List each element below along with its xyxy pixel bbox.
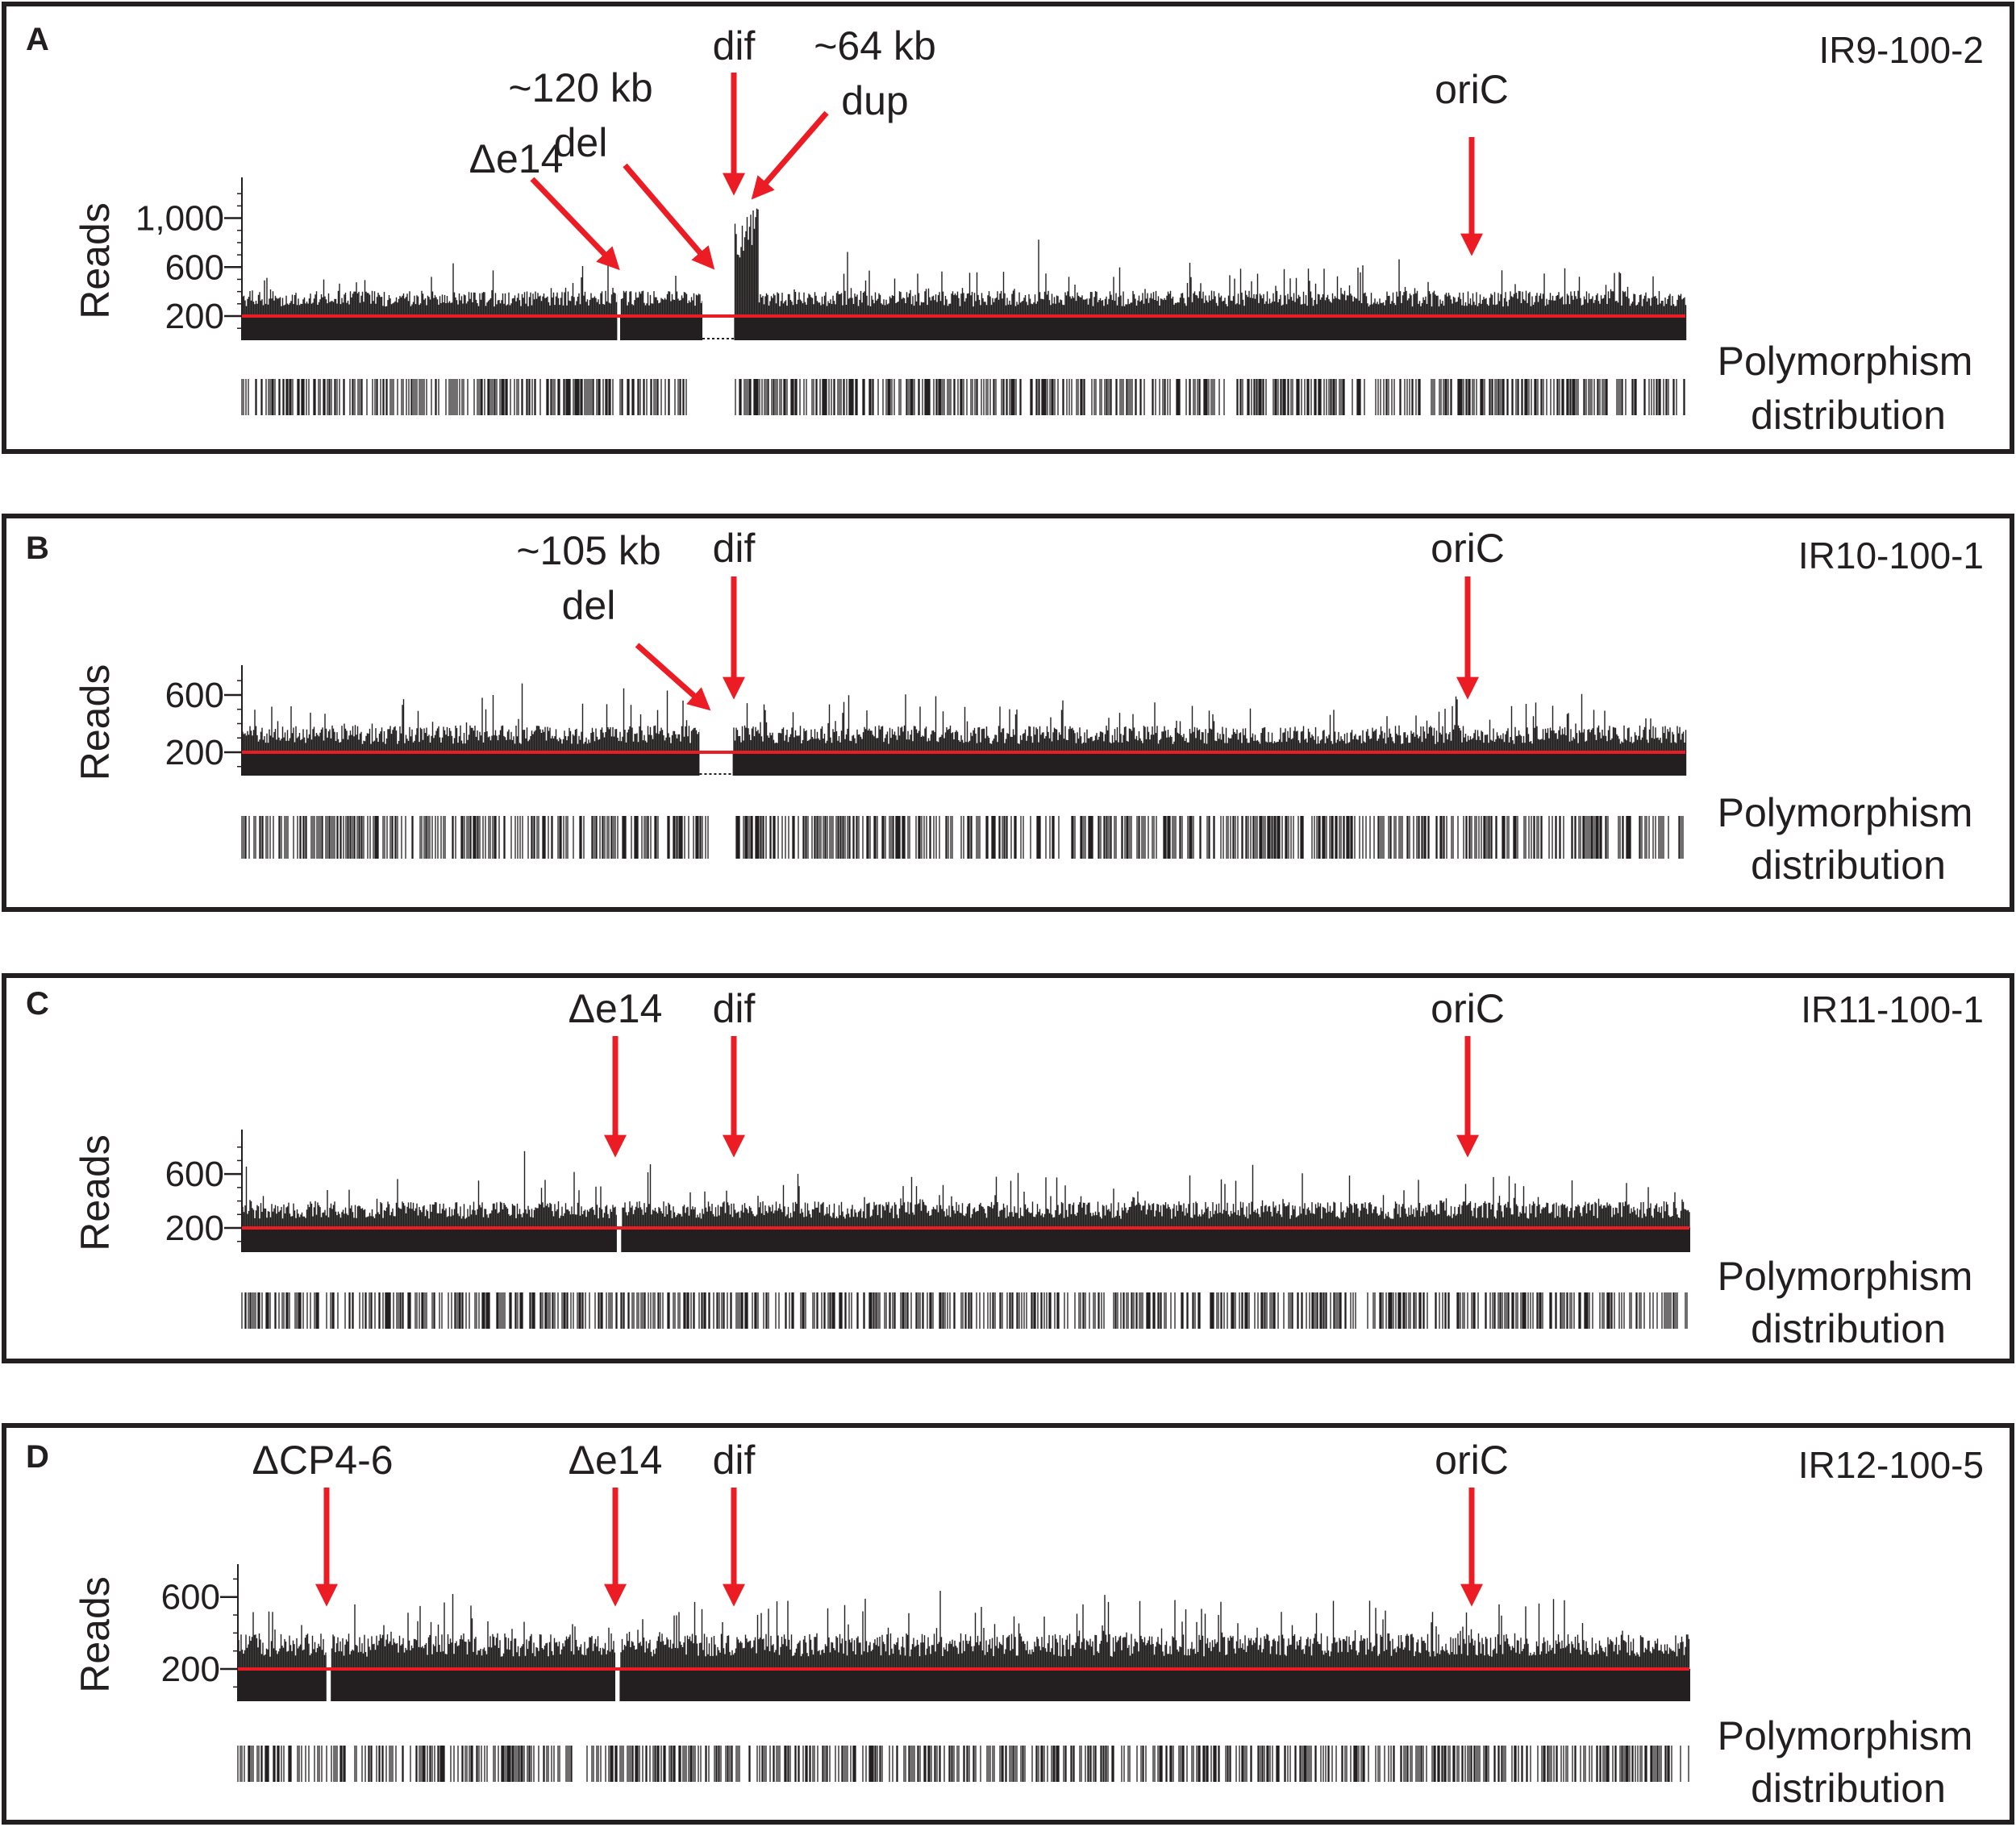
coverage-bars [242, 661, 1687, 776]
annotation-label: ~64 kb [814, 23, 936, 69]
polymorphism-track [241, 816, 1684, 859]
sample-id: IR12-100-5 [1798, 1444, 1984, 1486]
panel-letter: C [26, 986, 49, 1022]
polymorphism-track [241, 1292, 1688, 1329]
polymorphism-track [241, 379, 1685, 415]
polymorphism-label-line1: Polymorphism [1718, 1713, 1973, 1758]
panel-a: A IR9-100-2 200 600 1,000 Reads Polymorphism di… [2, 2, 2014, 454]
annotation-arrow: oriC [1431, 526, 1505, 700]
annotation-label: ~120 kb [508, 65, 652, 110]
y-tick-label: 600 [165, 1155, 224, 1194]
annotation-label: Δe14 [469, 136, 564, 181]
polymorphism-track [237, 1746, 1689, 1782]
polymorphism-label-line1: Polymorphism [1718, 790, 1973, 835]
polymorphism-label-line2: distribution [1751, 1766, 1946, 1811]
coverage-band [243, 752, 1686, 776]
annotation-label: ΔCP4-6 [252, 1438, 393, 1483]
y-axis-label: Reads [73, 664, 118, 781]
coverage-band [243, 316, 1686, 340]
annotation-label: oriC [1435, 1438, 1509, 1483]
panel-d: D IR12-100-5 200 600 Reads Polymorphism distri… [2, 1423, 2014, 1825]
panel-letter: B [26, 531, 49, 566]
y-axis-label: Reads [73, 1576, 118, 1693]
annotation-label: Δe14 [569, 986, 663, 1031]
annotation-arrow: oriC [1435, 1438, 1509, 1607]
annotation-label: oriC [1431, 986, 1505, 1031]
annotation-arrow: ~105 kb del [516, 528, 711, 711]
y-tick-label: 600 [165, 248, 224, 287]
y-tick-label: 600 [161, 1578, 220, 1617]
panel-letter: A [26, 22, 49, 57]
annotation-label: Δe14 [569, 1438, 663, 1483]
annotation-label: ~105 kb [516, 528, 660, 573]
annotation-label: dif [713, 526, 756, 571]
sample-id: IR9-100-2 [1818, 29, 1984, 71]
panel-frame [2, 1423, 2014, 1825]
annotation-arrow: oriC [1431, 986, 1505, 1158]
polymorphism-label-line2: distribution [1751, 1306, 1946, 1351]
annotation-arrow: Δe14 [469, 136, 620, 271]
red-arrow [635, 643, 711, 711]
panel-b: B IR10-100-1 200 600 Reads Polymorphism distri… [2, 514, 2014, 912]
deleted-region [615, 1560, 620, 1701]
annotation-arrow: Δe14 [569, 1438, 663, 1607]
annotation-label: dup [841, 78, 908, 123]
polymorphism-label-line2: distribution [1751, 843, 1946, 888]
y-tick-label: 1,000 [135, 199, 224, 239]
y-tick-label: 200 [161, 1650, 220, 1689]
coverage-band [239, 1669, 1690, 1701]
annotation-arrow: ~64 kb dup [751, 23, 936, 200]
annotation-label: dif [713, 986, 756, 1031]
coverage-band [243, 1228, 1690, 1252]
panel-c: C IR11-100-1 200 600 Reads Polymorphism distri… [2, 973, 2014, 1363]
annotation-arrow: dif [713, 1438, 756, 1607]
coverage-bars [242, 1126, 1690, 1252]
red-arrow [530, 177, 620, 271]
polymorphism-label-line2: distribution [1751, 393, 1946, 438]
panel-frame [2, 973, 2014, 1363]
annotation-label: oriC [1435, 67, 1509, 112]
annotation-arrow: oriC [1435, 67, 1509, 256]
annotation-arrow: ~120 kb del [508, 65, 715, 270]
panel-letter: D [26, 1439, 49, 1475]
annotation-arrow: ΔCP4-6 [252, 1438, 394, 1607]
y-tick-label: 200 [165, 733, 224, 772]
y-tick-label: 600 [165, 676, 224, 715]
red-arrow [623, 163, 715, 270]
y-axis-label: Reads [73, 202, 118, 319]
deleted-region [699, 661, 733, 776]
y-tick-label: 200 [165, 1209, 224, 1248]
coverage-bars [238, 1560, 1690, 1701]
annotation-label: dif [713, 23, 756, 69]
annotation-arrow: dif [713, 526, 756, 700]
sample-id: IR10-100-1 [1798, 535, 1984, 576]
panel-frame [2, 514, 2014, 912]
deleted-region [326, 1560, 331, 1701]
deleted-region [616, 1126, 622, 1252]
annotation-label: del [562, 583, 616, 628]
sample-id: IR11-100-1 [1801, 988, 1984, 1030]
y-tick-label: 200 [165, 297, 224, 336]
annotation-arrow: Δe14 [569, 986, 663, 1158]
red-arrow [751, 110, 829, 200]
annotation-label: dif [713, 1438, 756, 1483]
panel-frame [2, 2, 2014, 454]
annotation-label: oriC [1431, 526, 1505, 571]
y-axis-label: Reads [73, 1134, 118, 1251]
annotation-label: del [554, 120, 608, 165]
polymorphism-label-line1: Polymorphism [1718, 339, 1973, 384]
polymorphism-label-line1: Polymorphism [1718, 1254, 1973, 1299]
annotation-arrow: dif [713, 986, 756, 1158]
annotation-arrow: dif [713, 23, 756, 196]
